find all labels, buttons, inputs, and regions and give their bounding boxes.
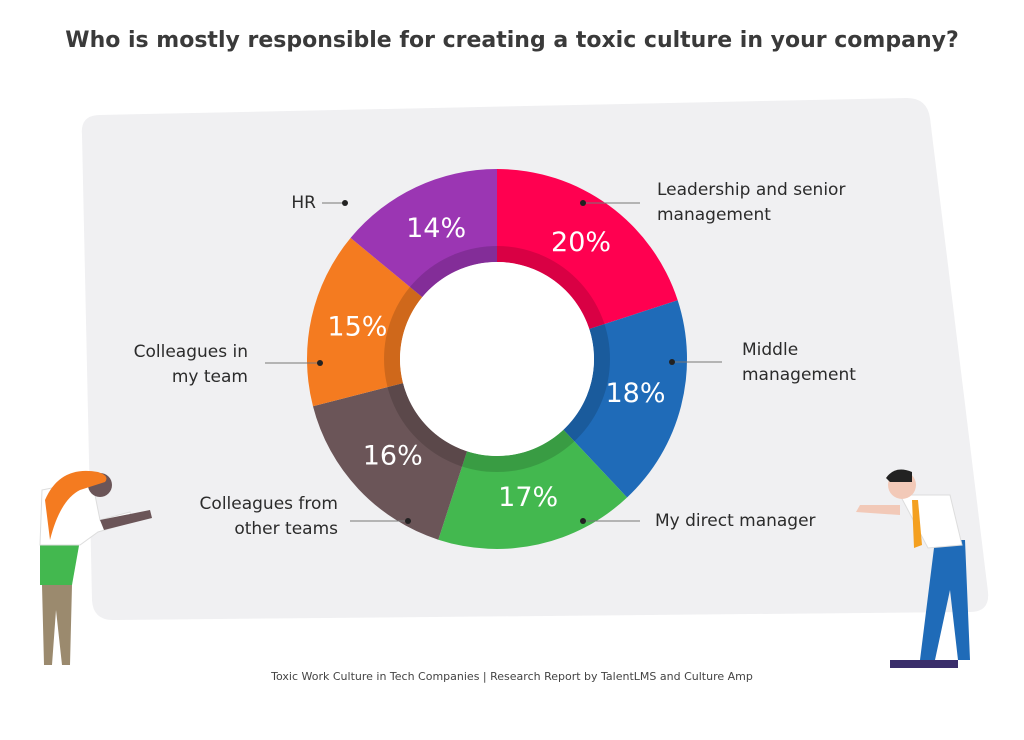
- value-label: 20%: [551, 227, 611, 258]
- donut-slice: [438, 429, 628, 549]
- value-label: 14%: [406, 213, 466, 244]
- value-label: 17%: [498, 482, 558, 513]
- leader-dot: [669, 359, 675, 365]
- leader-dot: [342, 200, 348, 206]
- donut-slice: [307, 237, 423, 407]
- inner-shadow: [384, 246, 610, 472]
- chart-title: Who is mostly responsible for creating a…: [65, 28, 959, 53]
- category-label: HR: [291, 193, 316, 213]
- leader-dot: [405, 518, 411, 524]
- leader-dot: [317, 360, 323, 366]
- category-label: Middle management: [742, 340, 856, 385]
- category-label: Leadership and senior management: [657, 180, 846, 225]
- donut-slice: [312, 383, 468, 540]
- donut: 20% 18% 17% 16% 15% 14%: [265, 169, 722, 549]
- donut-hole: [400, 262, 594, 456]
- category-label: Colleagues in my team: [133, 342, 248, 387]
- figure-left: [39, 470, 152, 665]
- leader-dot: [580, 200, 586, 206]
- value-label: 18%: [605, 378, 665, 409]
- donut-slice: [350, 169, 497, 298]
- figure-right: [856, 469, 970, 668]
- category-label: Colleagues from other teams: [199, 494, 338, 539]
- donut-slice: [497, 169, 678, 330]
- leader-dot: [580, 518, 586, 524]
- value-label: 16%: [363, 440, 423, 471]
- source-note: Toxic Work Culture in Tech Companies | R…: [271, 670, 753, 683]
- value-label: 15%: [327, 311, 387, 342]
- donut-slice: [563, 300, 688, 498]
- category-label: My direct manager: [655, 511, 816, 531]
